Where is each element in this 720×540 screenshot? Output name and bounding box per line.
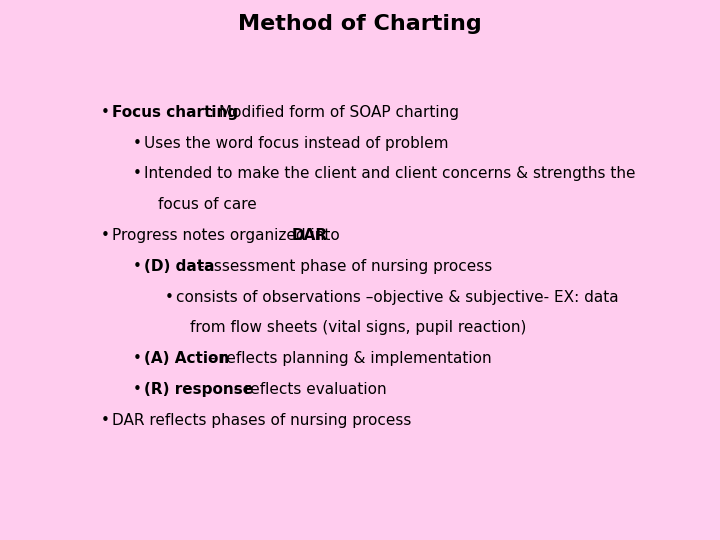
Text: (A) Action: (A) Action bbox=[144, 351, 230, 366]
Text: from flow sheets (vital signs, pupil reaction): from flow sheets (vital signs, pupil rea… bbox=[190, 320, 526, 335]
Text: •: • bbox=[132, 259, 142, 274]
Text: •: • bbox=[132, 136, 142, 151]
Text: •: • bbox=[164, 289, 174, 305]
Text: •: • bbox=[101, 228, 109, 243]
Text: •: • bbox=[132, 351, 142, 366]
Text: Uses the word focus instead of problem: Uses the word focus instead of problem bbox=[144, 136, 449, 151]
Text: DAR reflects phases of nursing process: DAR reflects phases of nursing process bbox=[112, 413, 411, 428]
Text: •: • bbox=[101, 413, 109, 428]
Text: DAR: DAR bbox=[292, 228, 328, 243]
Text: Progress notes organized into: Progress notes organized into bbox=[112, 228, 344, 243]
Text: Intended to make the client and client concerns & strengths the: Intended to make the client and client c… bbox=[144, 166, 636, 181]
Text: - reflects planning & implementation: - reflects planning & implementation bbox=[210, 351, 492, 366]
Text: - reflects evaluation: - reflects evaluation bbox=[229, 382, 387, 397]
Text: : Modified form of SOAP charting: : Modified form of SOAP charting bbox=[210, 105, 459, 120]
Text: •: • bbox=[101, 105, 109, 120]
Text: -assessment phase of nursing process: -assessment phase of nursing process bbox=[199, 259, 492, 274]
Text: consists of observations –objective & subjective- EX: data: consists of observations –objective & su… bbox=[176, 289, 618, 305]
Text: focus of care: focus of care bbox=[158, 197, 257, 212]
Text: Method of Charting: Method of Charting bbox=[238, 14, 482, 34]
Text: (D) data: (D) data bbox=[144, 259, 215, 274]
Text: (R) response: (R) response bbox=[144, 382, 253, 397]
Text: Focus charting: Focus charting bbox=[112, 105, 238, 120]
Text: •: • bbox=[132, 166, 142, 181]
Text: •: • bbox=[132, 382, 142, 397]
